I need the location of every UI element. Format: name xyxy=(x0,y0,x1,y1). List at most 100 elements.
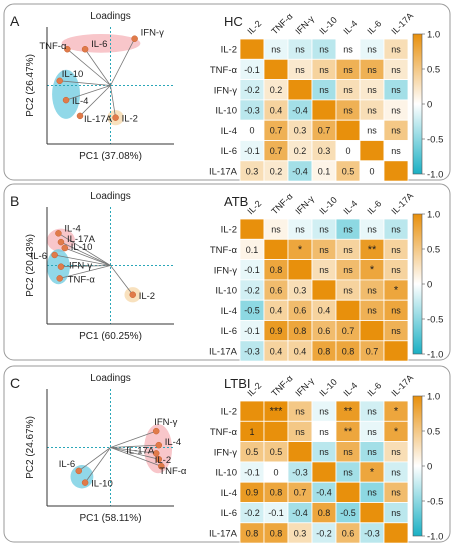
loading-vector xyxy=(60,241,111,266)
point-label: TNF-α xyxy=(68,274,96,285)
heatmap-cell xyxy=(311,461,337,483)
point-label: TNF-α xyxy=(39,41,67,52)
cell-value: -0.2 xyxy=(244,285,260,295)
cell-value: -0.3 xyxy=(244,105,260,115)
cell-value: ns xyxy=(295,65,305,75)
loading-point xyxy=(155,455,163,463)
panel-a: A HC Loadings IFN-γ TNF-α IL-6 IL-10 IL-4 IL-17A… xyxy=(3,3,451,182)
row-label: IL-10 xyxy=(215,468,237,479)
loading-point xyxy=(62,96,70,104)
cell-value: 0.7 xyxy=(270,126,283,136)
colorbar-tick-label: 1.0 xyxy=(427,210,440,221)
loading-vector xyxy=(110,447,157,454)
cell-value: ns xyxy=(343,65,353,75)
loading-vector xyxy=(110,447,159,460)
loading-point xyxy=(64,45,71,53)
cell-value: * xyxy=(370,264,375,276)
cell-value: 0.6 xyxy=(318,326,331,336)
loading-point xyxy=(57,263,65,270)
cell-value: ns xyxy=(319,224,329,234)
loading-vector xyxy=(67,48,111,86)
group-label: LTBI xyxy=(224,376,251,391)
point-label: IL-6 xyxy=(59,459,75,470)
point-label: IL-2 xyxy=(122,114,138,125)
cell-value: ns xyxy=(319,265,329,275)
cell-value: 0.2 xyxy=(294,146,307,156)
point-label: IFN-γ xyxy=(69,261,92,272)
cell-value: ns xyxy=(367,224,377,234)
loading-vector xyxy=(84,49,111,86)
heatmap-cell xyxy=(263,238,289,261)
loading-point xyxy=(76,112,84,120)
row-label: IL-4 xyxy=(221,488,237,499)
heatmap-cell xyxy=(287,259,313,281)
loading-point xyxy=(55,230,62,237)
cell-value: 0 xyxy=(249,126,254,136)
cell-value: ns xyxy=(343,44,353,54)
point-label: IL-4 xyxy=(72,96,88,107)
row-label: IL-4 xyxy=(221,126,237,137)
loading-vector xyxy=(60,265,111,268)
cell-value: ns xyxy=(367,427,377,437)
row-label: IFN-γ xyxy=(214,265,237,276)
cell-value: 0.9 xyxy=(246,488,259,498)
cell-value: 0.6 xyxy=(342,528,355,538)
loading-point xyxy=(131,35,138,42)
cell-value: ns xyxy=(271,44,281,54)
cell-value: ns xyxy=(319,44,329,54)
row-label: TNF-α xyxy=(210,245,238,256)
heatmap-cell xyxy=(239,38,265,60)
cell-value: 0.7 xyxy=(318,126,331,136)
cell-value: ns xyxy=(391,265,401,275)
loading-vector xyxy=(110,444,159,448)
cell-value: -0.4 xyxy=(316,488,332,498)
cell-value: ns xyxy=(295,224,305,234)
loading-point xyxy=(75,467,82,475)
cell-value: -0.3 xyxy=(292,467,308,477)
panel-letter: B xyxy=(10,193,19,209)
row-label: IL-6 xyxy=(221,326,237,337)
heatmap-cell xyxy=(263,420,289,442)
point-label: IL-17A xyxy=(84,114,113,125)
loading-vector xyxy=(59,265,111,279)
cell-value: -0.1 xyxy=(244,467,260,477)
loading-vector xyxy=(78,447,111,472)
group-label: ATB xyxy=(224,194,248,209)
loading-vector xyxy=(84,447,111,483)
cell-value: 0.1 xyxy=(246,245,259,255)
heatmap-cell xyxy=(287,441,313,463)
loading-vector xyxy=(79,85,111,117)
heatmap-cell xyxy=(335,299,361,321)
row-label: IL-6 xyxy=(221,508,237,519)
point-label: IL-2 xyxy=(139,291,155,302)
cell-value: 0.8 xyxy=(318,508,331,518)
point-label: IL-2 xyxy=(155,455,171,466)
colorbar xyxy=(412,213,423,355)
cell-value: 0.2 xyxy=(270,85,283,95)
cell-value: 0.2 xyxy=(270,166,283,176)
cell-value: ns xyxy=(343,447,353,457)
loading-point xyxy=(56,275,63,282)
loading-point xyxy=(152,450,160,457)
cell-value: 0.7 xyxy=(342,326,355,336)
cell-value: 0.3 xyxy=(294,126,307,136)
loading-point xyxy=(81,479,89,486)
point-label: IFN-γ xyxy=(154,417,177,428)
cell-value: ns xyxy=(391,508,401,518)
cell-value: ** xyxy=(368,244,377,256)
cell-value: 0.3 xyxy=(294,285,307,295)
cell-value: -0.3 xyxy=(244,346,260,356)
colorbar-tick-label: -0.5 xyxy=(427,497,443,508)
heatmap-cell xyxy=(239,218,265,240)
loadings-title: Loadings xyxy=(90,11,131,22)
colorbar-tick-label: 0.5 xyxy=(427,245,440,256)
cell-value: 0.8 xyxy=(270,265,283,275)
cell-value: * xyxy=(394,426,399,438)
cell-value: 0.7 xyxy=(270,146,283,156)
cell-value: -0.1 xyxy=(244,65,260,75)
cell-value: ns xyxy=(319,85,329,95)
row-label: TNF-α xyxy=(210,65,238,76)
loadings-title: Loadings xyxy=(90,191,131,202)
point-label: IL-17A xyxy=(126,445,155,456)
cell-value: 0.7 xyxy=(294,488,307,498)
